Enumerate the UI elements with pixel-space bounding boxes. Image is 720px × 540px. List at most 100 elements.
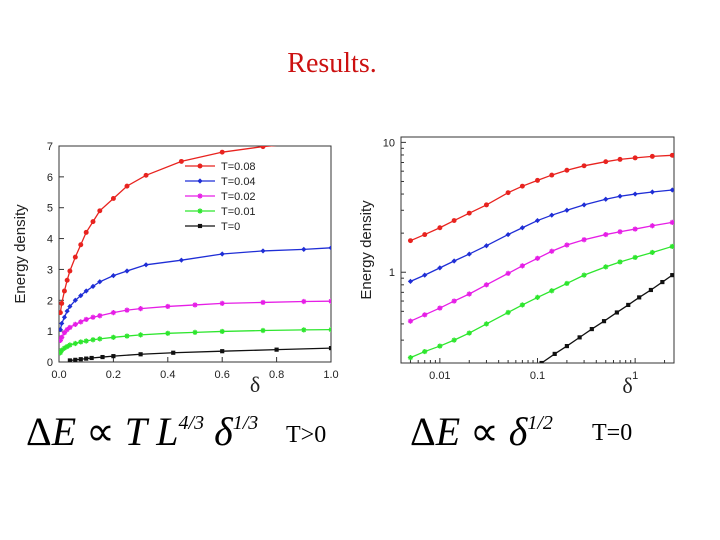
formula-t-positive: ΔE ∝ T L4/3 δ1/3 — [26, 408, 258, 455]
data-point-T=0.02 — [124, 307, 130, 313]
formula-delta-small: δ — [508, 409, 528, 454]
data-point-T=0.01 — [519, 302, 525, 308]
data-point-T=0.02 — [219, 300, 225, 306]
data-point-T=0.08 — [451, 218, 457, 224]
data-point-T=0.04 — [617, 193, 623, 199]
data-point-T=0.02 — [192, 302, 198, 308]
data-point-T=0.01 — [67, 342, 73, 348]
formula-delta: Δ — [410, 409, 436, 454]
data-point-T=0.01 — [617, 259, 623, 265]
y-tick-label: 2 — [47, 295, 53, 307]
series-line-T=0.08 — [410, 154, 673, 242]
data-point-T=0.01 — [124, 333, 130, 339]
data-point-T=0.01 — [219, 328, 225, 335]
legend-label: T=0 — [221, 221, 240, 233]
data-point-T=0.02 — [110, 310, 116, 316]
data-point-T=0.08 — [219, 149, 225, 155]
data-point-T=0.08 — [564, 167, 570, 173]
data-point-T=0 — [78, 357, 83, 362]
data-point-T=0.04 — [549, 212, 555, 218]
y-tick-label: 0 — [47, 357, 53, 369]
data-point-T=0.08 — [301, 140, 306, 145]
data-point-T=0.01 — [505, 309, 511, 316]
data-point-T=0.02 — [617, 229, 623, 235]
formula-t-zero: ΔE ∝ δ1/2 — [410, 408, 553, 455]
slide-title: Results. — [287, 48, 377, 79]
data-point-T=0.02 — [519, 263, 525, 269]
data-point-T=0 — [626, 302, 631, 308]
data-point-T=0.01 — [422, 348, 428, 355]
data-point-T=0.01 — [301, 327, 307, 333]
data-point-T=0.01 — [165, 330, 171, 336]
data-point-T=0.01 — [64, 343, 70, 350]
data-point-T=0.08 — [407, 238, 413, 244]
data-point-T=0.02 — [328, 298, 331, 304]
data-point-T=0.02 — [165, 303, 171, 310]
data-point-T=0.08 — [649, 153, 655, 159]
data-point-T=0.08 — [59, 300, 65, 306]
condition-right: T=0 — [592, 420, 633, 446]
formula-e: E — [51, 409, 77, 454]
data-point-T=0.08 — [78, 242, 84, 248]
data-point-T=0.01 — [483, 321, 490, 327]
data-point-T=0.04 — [59, 327, 63, 333]
data-point-T=0.01 — [581, 272, 587, 278]
data-point-T=0 — [73, 357, 78, 362]
data-point-T=0.01 — [59, 347, 65, 353]
data-point-T=0.08 — [483, 202, 489, 208]
data-point-T=0.04 — [407, 278, 414, 284]
data-point-T=0.01 — [97, 336, 103, 342]
data-point-T=0.02 — [483, 282, 490, 288]
data-point-T=0.08 — [437, 225, 443, 231]
data-point-T=0 — [670, 273, 674, 278]
data-point-T=0.01 — [632, 254, 638, 261]
data-point-T=0 — [564, 343, 569, 349]
data-point-T=0.01 — [59, 350, 63, 356]
data-point-T=0.04 — [505, 231, 511, 238]
data-point-T=0.04 — [178, 257, 184, 263]
formula-delta: Δ — [26, 409, 52, 454]
data-point-T=0.08 — [519, 183, 525, 189]
data-point-T=0.04 — [437, 265, 443, 271]
data-point-T=0.01 — [549, 288, 555, 294]
data-point-T=0.08 — [97, 208, 103, 214]
data-point-T=0.08 — [72, 254, 78, 260]
data-point-T=0.08 — [64, 277, 70, 283]
data-point-T=0 — [100, 354, 105, 360]
y-tick-label: 10 — [383, 137, 395, 149]
legend-label: T=0.08 — [221, 161, 256, 173]
formula-e: E — [435, 409, 461, 454]
formula-delta-exponent: 1/3 — [232, 412, 259, 434]
data-point-T=0.02 — [78, 319, 84, 325]
data-point-T=0.04 — [219, 251, 225, 257]
data-point-T=0.08 — [617, 156, 623, 162]
data-point-T=0.01 — [138, 332, 144, 338]
y-tick-label: 1 — [389, 267, 395, 279]
data-point-T=0.04 — [581, 202, 587, 208]
data-point-T=0.04 — [301, 246, 307, 252]
data-point-T=0.02 — [505, 270, 511, 276]
y-axis-label: Energy density — [12, 204, 29, 304]
formula-l: L — [156, 409, 179, 454]
data-point-T=0.08 — [124, 183, 130, 189]
data-point-T=0.08 — [59, 310, 63, 316]
data-point-T=0.02 — [422, 312, 428, 318]
data-point-T=0.01 — [328, 327, 331, 333]
data-point-T=0.04 — [422, 272, 428, 278]
x-tick-label: 0.01 — [429, 370, 450, 382]
data-point-T=0 — [539, 360, 544, 363]
data-point-T=0.02 — [437, 305, 443, 311]
data-point-T=0.02 — [138, 306, 144, 312]
data-point-T=0.01 — [260, 327, 266, 334]
data-point-T=0 — [589, 326, 594, 332]
data-point-T=0.01 — [466, 330, 472, 336]
legend-marker — [197, 178, 203, 184]
data-point-T=0.04 — [61, 314, 68, 320]
series-line-T=0.04 — [410, 189, 673, 282]
data-point-T=0.01 — [78, 339, 84, 345]
formula-proportional: ∝ — [86, 409, 115, 454]
data-point-T=0.08 — [260, 146, 266, 150]
data-point-T=0.04 — [83, 288, 89, 294]
data-point-T=0.02 — [549, 248, 555, 254]
data-point-T=0.01 — [407, 355, 414, 361]
